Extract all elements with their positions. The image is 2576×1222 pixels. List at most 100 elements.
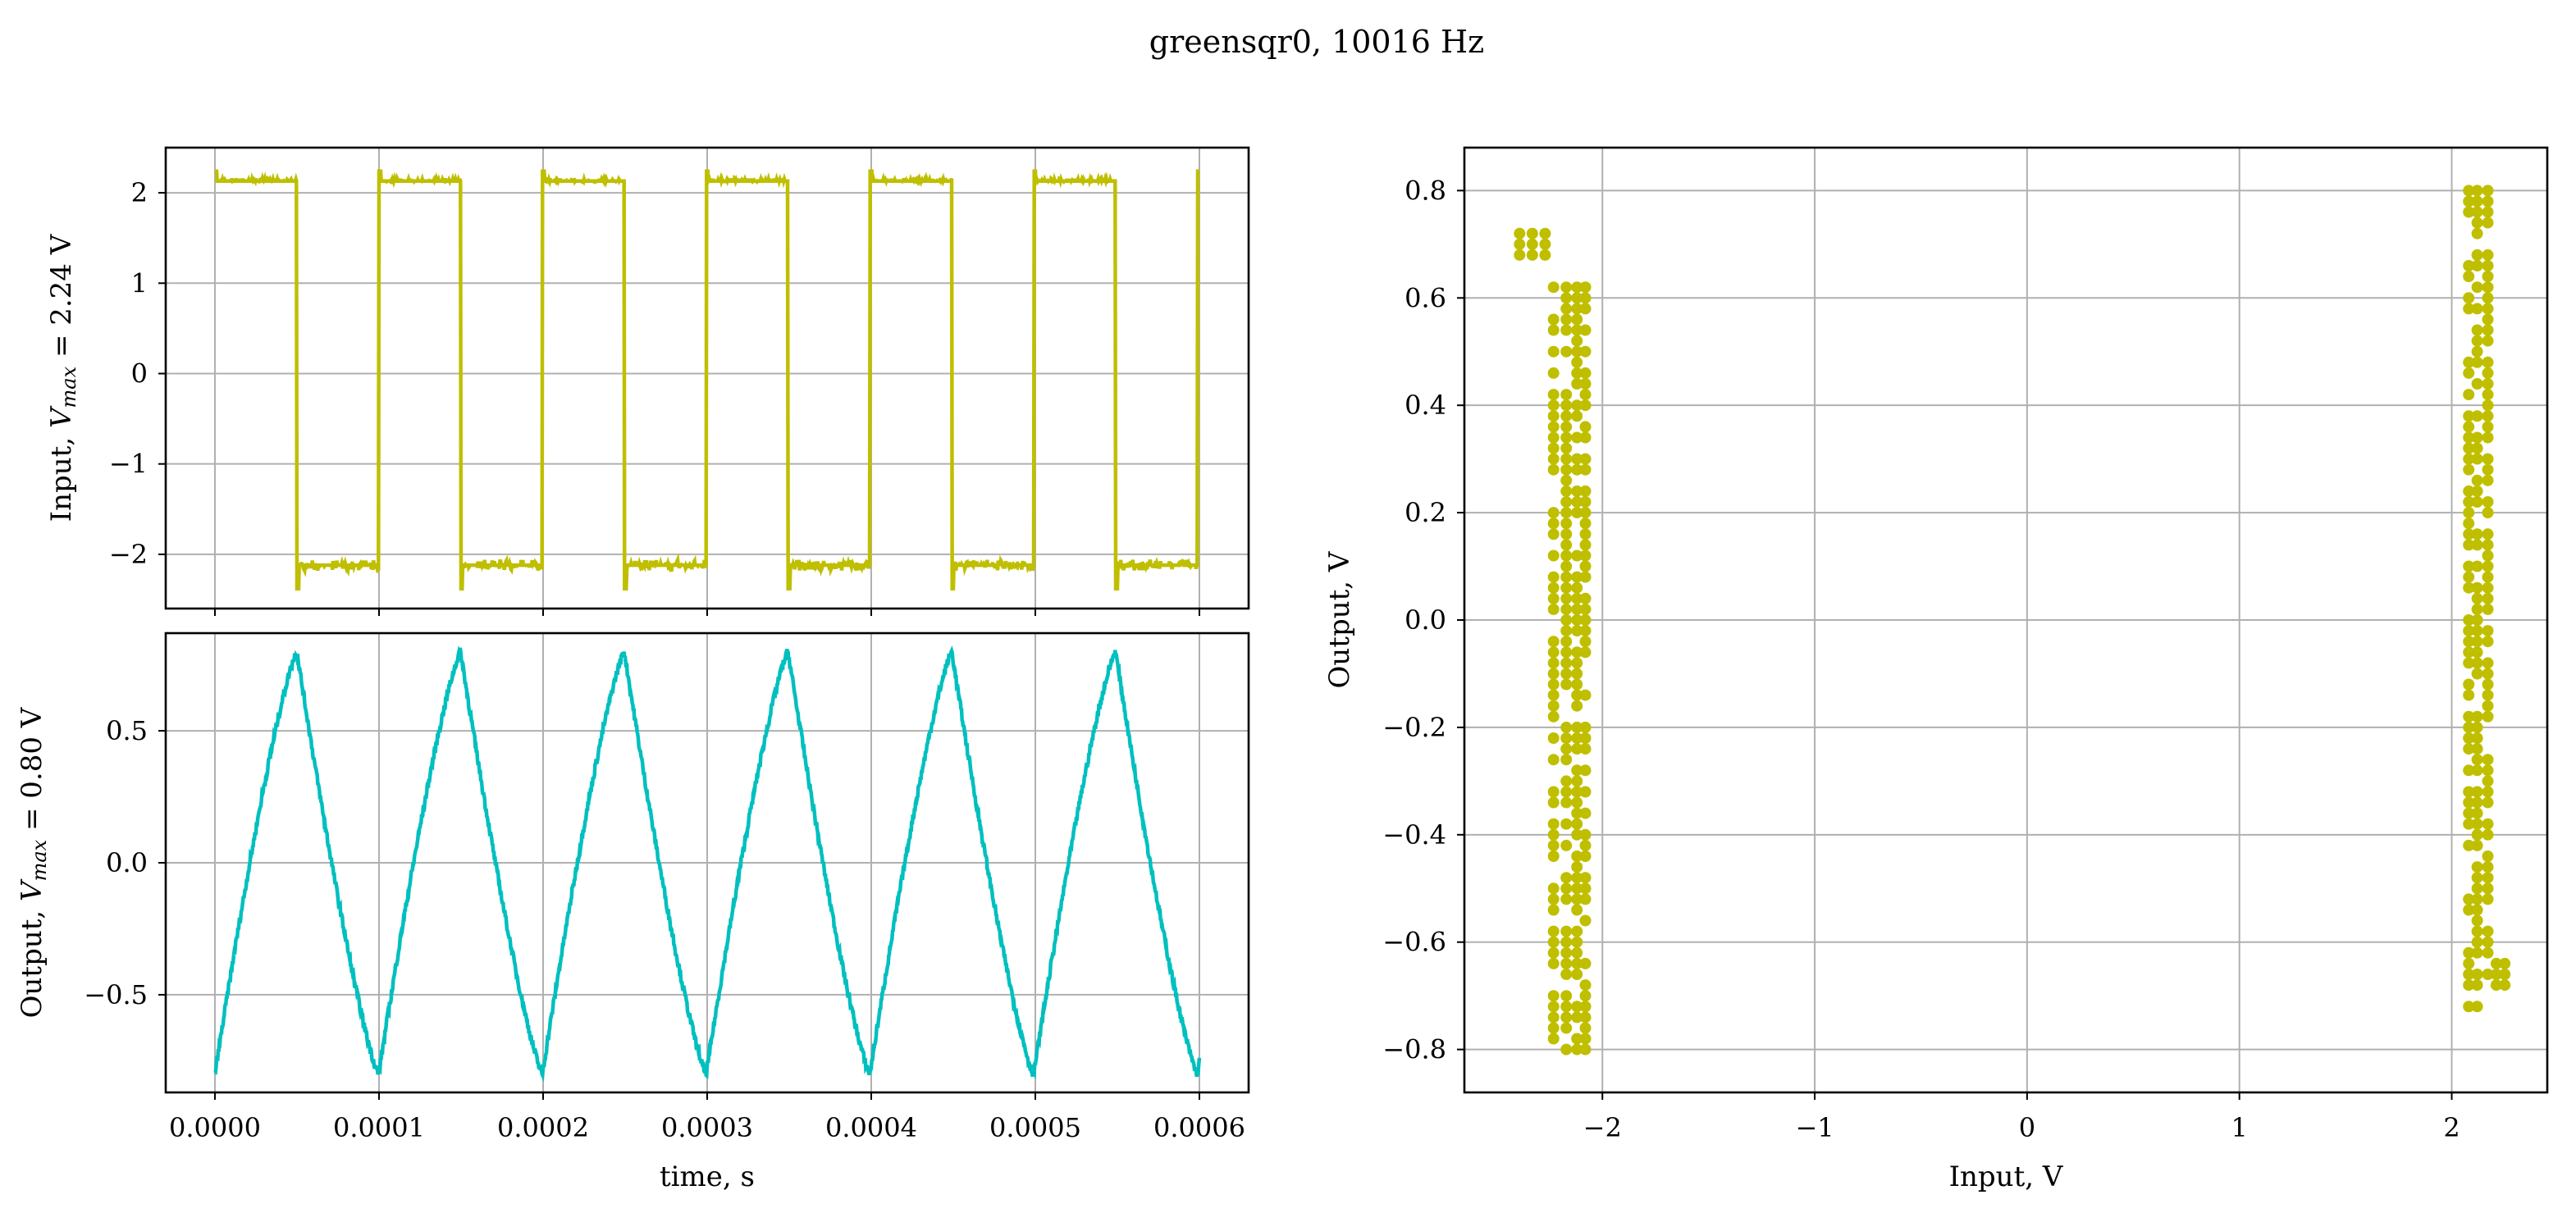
scatter-point xyxy=(2463,485,2475,497)
scatter-point xyxy=(1579,1001,1592,1013)
scatter-point xyxy=(1560,839,1573,851)
y-tick-label: −0.2 xyxy=(1382,712,1446,743)
scatter-point xyxy=(2482,206,2494,218)
output-ylabel-suffix: = 0.80 V xyxy=(16,706,48,840)
scatter-point xyxy=(1579,1043,1592,1056)
y-tick-label: 0.2 xyxy=(1404,497,1446,528)
x-tick-label: 0.0002 xyxy=(497,1112,589,1143)
scatter-point xyxy=(1571,571,1583,583)
scatter-point xyxy=(1571,431,1583,444)
scatter-point xyxy=(1571,786,1583,798)
scatter-point xyxy=(1560,969,1573,980)
scatter-point xyxy=(1579,560,1592,572)
scatter-points xyxy=(1514,185,2511,1056)
scatter-point xyxy=(2471,946,2483,959)
scatter-point xyxy=(2482,378,2494,390)
scatter-point xyxy=(1579,743,1592,755)
scatter-y-label: Output, V xyxy=(1323,550,1356,688)
scatter-point xyxy=(1560,292,1573,304)
scatter-point xyxy=(1547,389,1560,401)
scatter-point xyxy=(1560,668,1573,680)
scatter-point xyxy=(2471,592,2483,604)
scatter-point xyxy=(1560,389,1573,401)
scatter-point xyxy=(2463,893,2475,905)
scatter-point xyxy=(2471,217,2483,229)
scatter-point xyxy=(1571,807,1583,819)
output-ylabel-var: V xyxy=(16,878,48,901)
scatter-point xyxy=(1571,946,1583,959)
scatter-point xyxy=(2482,292,2494,304)
scatter-point xyxy=(2471,969,2483,980)
x-tick-label: 2 xyxy=(2443,1112,2460,1143)
scatter-point xyxy=(2482,689,2494,701)
scatter-point xyxy=(1571,1001,1583,1013)
scatter-point xyxy=(1571,893,1583,905)
scatter-point xyxy=(2482,496,2494,508)
y-tick-label: −0.8 xyxy=(1382,1034,1446,1065)
scatter-point xyxy=(2482,324,2494,336)
scatter-point xyxy=(2463,796,2475,809)
scatter-point xyxy=(2482,969,2494,980)
scatter-point xyxy=(1547,732,1560,744)
scatter-point xyxy=(2482,195,2494,207)
scatter-point xyxy=(2463,571,2475,583)
scatter-point xyxy=(1560,581,1573,594)
scatter-point xyxy=(2471,710,2483,723)
scatter-point xyxy=(1560,925,1573,937)
scatter-point xyxy=(2471,732,2483,744)
scatter-point xyxy=(1547,549,1560,562)
scatter-point xyxy=(2471,581,2483,594)
scatter-point xyxy=(2482,828,2494,841)
scatter-point xyxy=(2463,946,2475,959)
scatter-point xyxy=(2463,367,2475,379)
scatter-point xyxy=(1547,936,1560,948)
scatter-point xyxy=(2463,463,2475,476)
scatter-point xyxy=(1579,732,1592,744)
scatter-point xyxy=(1514,238,1526,250)
scatter-point xyxy=(2463,732,2475,744)
scatter-point xyxy=(1526,238,1538,250)
output-ylabel-prefix: Output, xyxy=(16,901,48,1018)
scatter-point xyxy=(2463,421,2475,433)
scatter-point xyxy=(1560,796,1573,809)
scatter-point xyxy=(1526,227,1538,239)
scatter-point xyxy=(1571,303,1583,315)
y-tick-label: −0.6 xyxy=(1382,927,1446,958)
scatter-point xyxy=(2463,614,2475,626)
scatter-point xyxy=(2471,721,2483,733)
scatter-point xyxy=(1560,946,1573,959)
scatter-point xyxy=(1571,689,1583,701)
scatter-point xyxy=(2463,625,2475,637)
input-y-label: Input, Vmax = 2.24 V xyxy=(45,233,80,522)
scatter-point xyxy=(1571,1033,1583,1045)
scatter-point xyxy=(2471,335,2483,347)
scatter-point xyxy=(1560,990,1573,1002)
scatter-point xyxy=(1547,904,1560,916)
output-plot-ticks: 0.0000 0.0001 0.0002 0.0003 0.0004 0.0005 0.00… xyxy=(84,715,1245,1143)
scatter-point xyxy=(1579,689,1592,701)
scatter-point xyxy=(2482,893,2494,905)
scatter-point xyxy=(2482,592,2494,604)
scatter-point xyxy=(2482,786,2494,798)
y-tick-label: 0.6 xyxy=(1404,282,1446,313)
x-tick-label: 0 xyxy=(2019,1112,2035,1143)
scatter-point xyxy=(2471,281,2483,294)
scatter-point xyxy=(2471,979,2483,992)
scatter-point xyxy=(1571,313,1583,326)
scatter-point xyxy=(1571,345,1583,358)
scatter-point xyxy=(1547,592,1560,604)
scatter-point xyxy=(1547,657,1560,669)
scatter-point xyxy=(1547,442,1560,454)
scatter-point xyxy=(1547,453,1560,465)
scatter-point xyxy=(1547,507,1560,519)
scatter-point xyxy=(1571,496,1583,508)
scatter-point xyxy=(2463,786,2475,798)
scatter-point xyxy=(1547,754,1560,766)
scatter-point xyxy=(1571,957,1583,969)
scatter-point xyxy=(2463,636,2475,648)
scatter-point xyxy=(1571,872,1583,884)
scatter-point xyxy=(2482,872,2494,884)
scatter-point xyxy=(2463,560,2475,572)
scatter-point xyxy=(2490,957,2502,969)
